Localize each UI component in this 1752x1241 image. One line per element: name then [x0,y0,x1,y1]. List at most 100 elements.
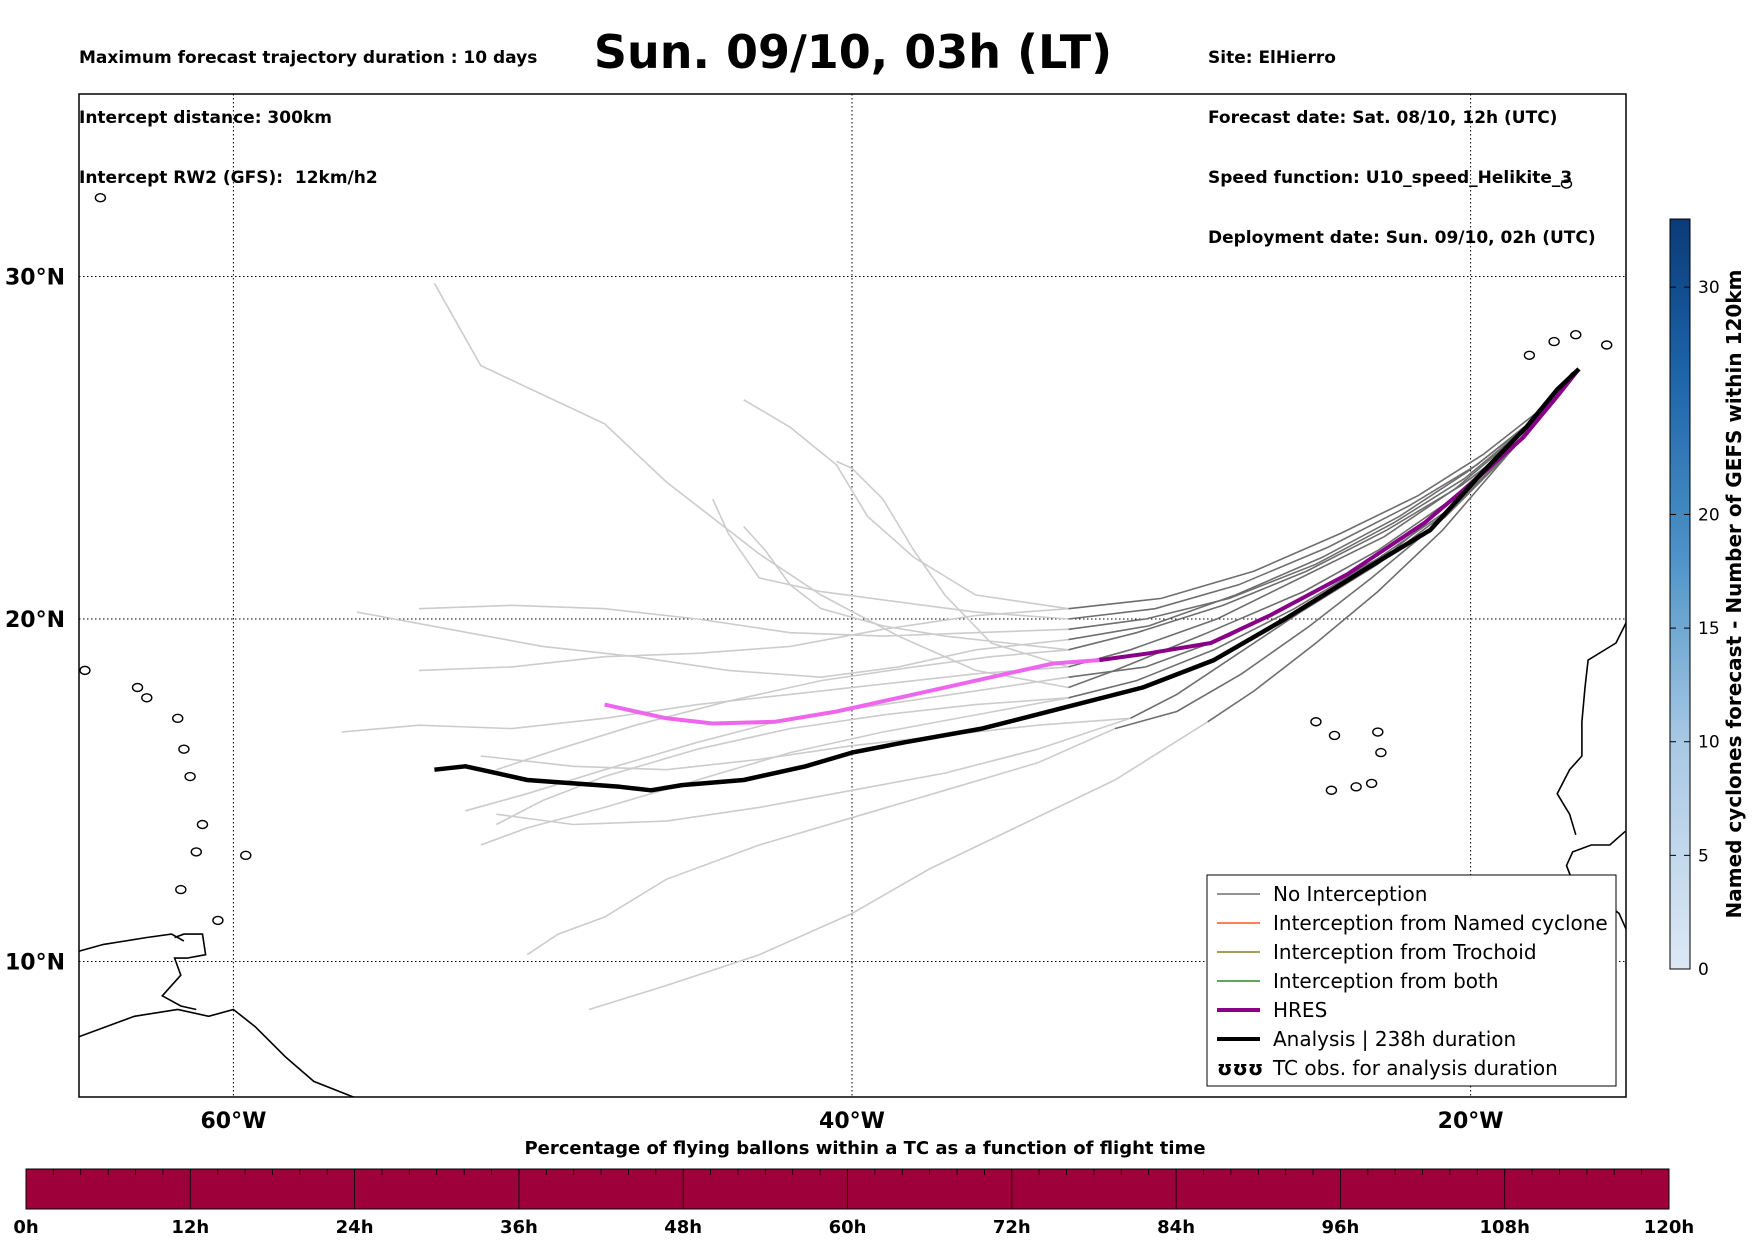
legend-label: Interception from both [1273,969,1499,993]
island [1325,785,1338,795]
island [240,850,252,861]
gefs-trajectory-no-interception [1068,371,1574,689]
colorbar-gradient [1669,218,1691,970]
coastline [79,1008,356,1097]
gefs-trajectory-far [495,697,1069,826]
colorbar-tick-label: 30 [1698,278,1720,298]
intercept-rw2-text: Intercept RW2 (GFS): 12km/h2 [79,168,378,188]
gefs-trajectory-far [496,717,1131,826]
island [1560,179,1573,189]
speed-function-text: Speed function: U10_speed_Helikite_3 [1208,168,1573,188]
timebar-tick-label: 48h [664,1217,702,1238]
lon-tick-label: 20°W [1438,1109,1504,1134]
island [1375,747,1387,758]
island [175,884,187,895]
gefs-trajectory-far [712,498,1069,620]
timebar-tick-label: 84h [1157,1217,1195,1238]
timebar-tick-label: 0h [13,1217,38,1238]
island [43,670,53,678]
gefs-trajectory-far [496,649,1069,771]
island [94,193,107,203]
timebar-ticks: 0h 12h 24h 36h 48h 60h 72h 84h 96h 108h 120h [13,1169,1694,1238]
gefs-trajectory-far [526,727,1116,956]
colorbar-tick-label: 10 [1698,733,1720,753]
gefs-trajectory-far [465,676,1069,812]
colorbar: 0 5 10 15 20 30 Named cyclones forecast - Num… [1669,218,1746,980]
forecast-date-text: Forecast date: Sat. 08/10, 12h (UTC) [1208,108,1558,128]
intercept-distance-text: Intercept distance: 300km [79,108,332,128]
island [178,744,190,754]
island [1651,324,1661,332]
island [1570,330,1582,340]
gefs-trajectory-no-interception [1068,371,1574,678]
timebar-tick-label: 120h [1644,1217,1694,1238]
trajectories [341,282,1581,1011]
gefs-trajectory-far [433,282,1069,689]
hres-trajectory-tail [604,658,1100,726]
lat-tick-label: 10°N [5,951,65,976]
axis-labels: 60°W 40°W 20°W 30°N 20°N 10°N [5,266,1504,1135]
timebar-tick-label: 12h [171,1217,209,1238]
timebar-tick-label: 108h [1480,1217,1530,1238]
coastline [1556,621,1626,836]
max-duration-text: Maximum forecast trajectory duration : 1… [79,48,538,68]
gefs-trajectory-no-interception [1068,371,1574,631]
island [190,847,202,857]
lat-tick-label: 20°N [5,608,65,633]
island [1328,730,1341,741]
gefs-trajectory-no-interception [1068,371,1574,699]
gefs-trajectory-far [588,721,1209,1011]
timebar-tick-label: 60h [829,1217,867,1238]
colorbar-tick-label: 20 [1698,505,1720,525]
island [1372,727,1384,737]
gefs-trajectory-far [356,611,1069,679]
colorbar-tick-label: 0 [1698,960,1709,980]
lon-tick-label: 60°W [200,1109,266,1134]
legend-label: Analysis | 238h duration [1273,1027,1516,1051]
gefs-trajectory-far [418,604,1069,637]
gefs-trajectory-far [480,717,1131,771]
coastline [79,933,185,952]
gefs-trajectory-far [836,460,1069,668]
site-text: Site: ElHierro [1208,48,1336,68]
timebar-tick-label: 36h [500,1217,538,1238]
gefs-trajectory-no-interception [1068,371,1574,668]
legend-label: HRES [1273,998,1327,1022]
legend-box [1206,874,1617,1087]
timebar-title: Percentage of flying ballons within a TC… [524,1138,1205,1159]
deployment-date-text: Deployment date: Sun. 09/10, 02h (UTC) [1208,228,1596,248]
island [1523,350,1536,360]
colorbar-tick-label: 15 [1698,619,1720,639]
colorbar-tick-label: 5 [1698,846,1709,866]
tc-obs-symbol: ʊʊʊ [1217,1056,1263,1080]
map-frame [78,93,1627,1098]
island [172,713,184,724]
island [79,665,91,676]
gefs-trajectory-far [480,697,1069,846]
island [196,819,209,830]
coastline [161,933,207,1011]
timebar: Percentage of flying ballons within a TC… [13,1138,1694,1238]
island [1600,340,1613,350]
page-title: Sun. 09/10, 03h (LT) [593,25,1113,79]
island [141,693,153,703]
colorbar-ticks: 0 5 10 15 20 30 [1670,278,1720,980]
lat-tick-label: 30°N [5,266,65,291]
legend-label: No Interception [1273,882,1427,906]
map-area: 60°W 40°W 20°W 30°N 20°N 10°N [5,93,1661,1135]
timebar-tick-label: 72h [993,1217,1031,1238]
island [1365,778,1378,789]
legend: No Interception Interception from Named c… [1206,874,1617,1087]
gefs-trajectory-far [418,607,1069,672]
legend-label: Interception from Trochoid [1273,940,1537,964]
hres-trajectory [1099,367,1581,663]
island [131,682,144,693]
island [1310,717,1322,727]
timebar-tick-label: 24h [336,1217,374,1238]
timebar-tick-label: 96h [1321,1217,1359,1238]
forecast-parameters: Maximum forecast trajectory duration : 1… [79,8,537,208]
legend-label: TC obs. for analysis duration [1272,1056,1558,1080]
island [184,771,196,782]
island [1350,782,1362,792]
